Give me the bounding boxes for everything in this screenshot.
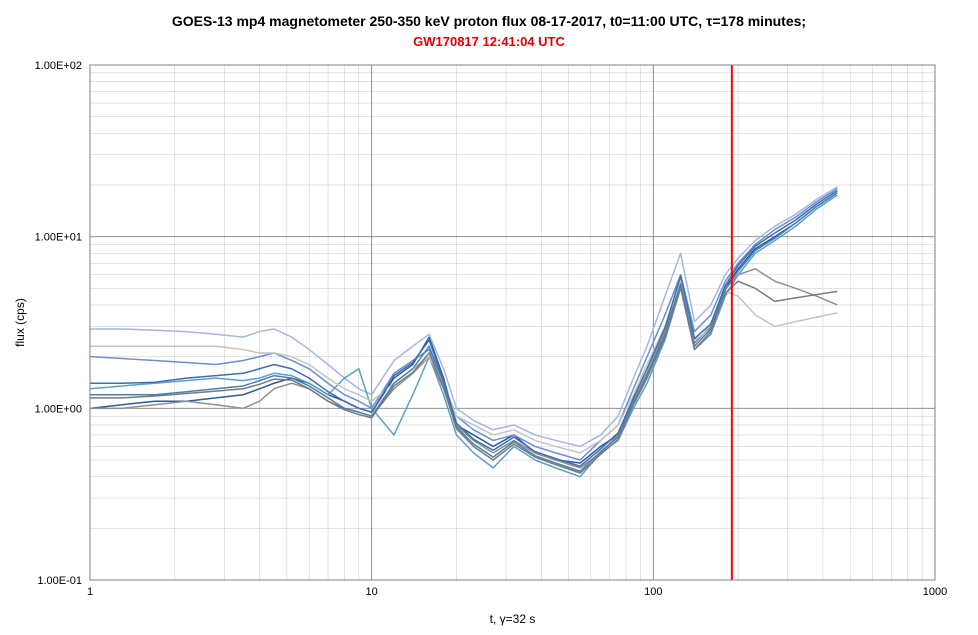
- chart-title: GOES-13 mp4 magnetometer 250-350 keV pro…: [172, 13, 806, 29]
- svg-text:100: 100: [644, 586, 662, 598]
- chart-subtitle: GW170817 12:41:04 UTC: [413, 34, 565, 49]
- svg-text:1.00E-01: 1.00E-01: [37, 575, 82, 587]
- x-axis-label: t, γ=32 s: [490, 612, 536, 626]
- svg-text:10: 10: [366, 586, 378, 598]
- y-axis-label: flux (cps): [13, 298, 27, 347]
- svg-text:1.00E+01: 1.00E+01: [35, 232, 82, 244]
- svg-text:1000: 1000: [923, 586, 947, 598]
- chart-svg: 1 10 100 1000 1.00E-01 1.00E+00 1.00E+01 1.00E+…: [0, 0, 978, 635]
- svg-text:1.00E+02: 1.00E+02: [35, 60, 82, 72]
- svg-text:1.00E+00: 1.00E+00: [35, 403, 82, 415]
- svg-text:1: 1: [87, 586, 93, 598]
- chart-container: 1 10 100 1000 1.00E-01 1.00E+00 1.00E+01 1.00E+…: [0, 0, 978, 635]
